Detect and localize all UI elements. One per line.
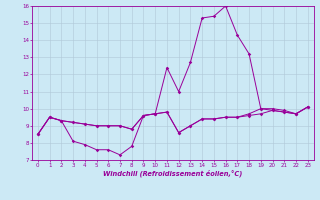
X-axis label: Windchill (Refroidissement éolien,°C): Windchill (Refroidissement éolien,°C) — [103, 170, 243, 177]
